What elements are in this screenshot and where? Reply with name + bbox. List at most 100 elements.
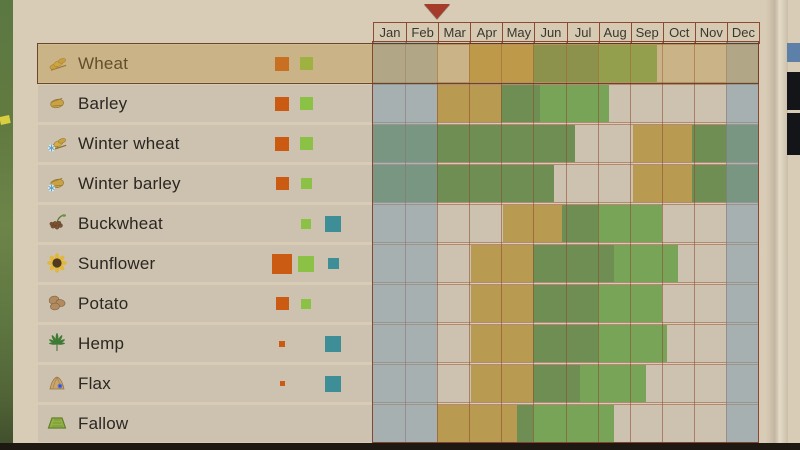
orange-yield-indicator — [275, 56, 289, 71]
green-yield-indicator — [300, 178, 312, 189]
crop-row-sunflower[interactable]: Sunflower — [38, 245, 758, 282]
green-yield-indicator — [301, 218, 311, 229]
teal-yield-indicator — [327, 258, 339, 269]
month-header-may: May — [502, 23, 534, 43]
hemp-icon — [46, 332, 68, 354]
panel-edge-crease — [766, 0, 788, 443]
green-yield-indicator — [298, 255, 314, 272]
teal-yield-indicator — [325, 375, 341, 392]
winter-barley-icon — [46, 172, 68, 194]
harvest-season-bar — [579, 365, 646, 402]
harvest-season-bar — [597, 45, 657, 82]
crop-name-label: Winter barley — [78, 174, 181, 193]
month-header-jan: Jan — [379, 25, 401, 40]
screen-bottom-bar — [0, 443, 800, 450]
green-yield-indicator — [299, 137, 313, 150]
crop-name-label: Hemp — [78, 334, 125, 353]
crop-name-label: Sunflower — [78, 254, 156, 273]
crop-name-label: Barley — [78, 94, 128, 113]
orange-yield-indicator — [279, 340, 285, 347]
edge-ui-fragment-blue — [787, 43, 800, 62]
orange-yield-indicator — [275, 136, 289, 151]
crop-name-label: Buckwheat — [78, 214, 163, 233]
harvest-season-bar — [539, 85, 609, 122]
crop-row-wheat[interactable]: Wheat — [38, 45, 758, 82]
barley-icon — [46, 92, 68, 114]
green-yield-indicator — [299, 57, 313, 70]
game-world-grass-strip — [0, 0, 13, 450]
green-yield-indicator — [299, 97, 313, 110]
crop-row-winter-barley[interactable]: Winter barley — [38, 165, 758, 202]
harvest-season-bar — [597, 205, 662, 242]
grow-season-bar — [533, 365, 580, 402]
month-header-jul: Jul — [566, 23, 599, 43]
sow-season-bar — [470, 325, 534, 362]
grow-season-bar — [533, 245, 614, 282]
grow-season-bar — [533, 45, 598, 82]
current-date-arrow-icon — [424, 4, 451, 19]
green-yield-indicator — [301, 298, 311, 309]
grow-season-bar — [373, 125, 576, 162]
buckwheat-icon — [46, 212, 68, 234]
grow-season-bar — [533, 325, 598, 362]
month-header-aug: Aug — [598, 23, 631, 43]
harvest-season-bar — [533, 405, 614, 442]
crop-name-label: Wheat — [78, 54, 129, 73]
current-date-marker — [424, 4, 451, 19]
month-header-row: Jan Feb Mar Apr May Jun Jul Aug Sep Oct Nov Dec — [373, 22, 760, 44]
grow-season-bar — [373, 165, 555, 202]
sunflower-icon — [46, 252, 68, 274]
harvest-season-bar — [613, 245, 678, 282]
sow-season-bar — [502, 205, 563, 242]
crop-row-potato[interactable]: Potato — [38, 285, 758, 322]
orange-yield-indicator — [275, 177, 289, 190]
sow-season-bar — [469, 45, 534, 82]
month-header-feb: Feb — [406, 23, 438, 43]
harvest-season-bar — [597, 325, 667, 362]
crop-row-fallow[interactable]: Fallow — [38, 405, 758, 442]
sow-season-bar — [470, 285, 534, 322]
teal-yield-indicator — [325, 335, 341, 352]
sow-season-bar — [470, 245, 534, 282]
wheat-icon — [46, 52, 68, 74]
edge-ui-fragment-dark-2 — [787, 113, 800, 155]
crop-row-hemp[interactable]: Hemp — [38, 325, 758, 362]
month-header-apr: Apr — [470, 23, 502, 43]
grow-season-bar — [692, 165, 758, 202]
grow-season-bar — [692, 125, 758, 162]
month-header-oct: Oct — [662, 23, 695, 43]
month-header-mar: Mar — [438, 23, 470, 43]
edge-ui-fragment-dark-1 — [787, 72, 800, 110]
orange-yield-indicator — [275, 297, 289, 310]
flax-icon — [46, 372, 68, 394]
sow-season-bar — [437, 405, 518, 442]
crop-row-buckwheat[interactable]: Buckwheat — [38, 205, 758, 242]
month-header-nov: Nov — [694, 23, 727, 43]
orange-yield-indicator — [272, 253, 292, 274]
sow-season-bar — [470, 365, 534, 402]
crop-name-label: Fallow — [78, 414, 129, 433]
orange-yield-indicator — [275, 96, 289, 111]
sow-season-bar — [437, 85, 502, 122]
sow-season-bar — [632, 125, 693, 162]
month-header-jun: Jun — [534, 23, 566, 43]
teal-yield-indicator — [325, 215, 341, 232]
crop-name-label: Potato — [78, 294, 129, 313]
month-header-sep: Sep — [630, 23, 663, 43]
crop-row-flax[interactable]: Flax — [38, 365, 758, 402]
grow-season-bar — [501, 85, 540, 122]
grow-season-bar — [533, 285, 598, 322]
crop-row-winter-wheat[interactable]: Winter wheat — [38, 125, 758, 162]
winter-wheat-icon — [46, 132, 68, 154]
grow-season-bar — [562, 205, 598, 242]
sow-season-bar — [632, 165, 693, 202]
potato-icon — [46, 292, 68, 314]
crop-name-label: Winter wheat — [78, 134, 180, 153]
crop-row-barley[interactable]: Barley — [38, 85, 758, 122]
grow-season-bar — [517, 405, 534, 442]
crop-name-label: Flax — [78, 374, 111, 393]
month-header-dec: Dec — [726, 23, 759, 43]
fallow-icon — [46, 412, 68, 434]
orange-yield-indicator — [279, 381, 285, 386]
